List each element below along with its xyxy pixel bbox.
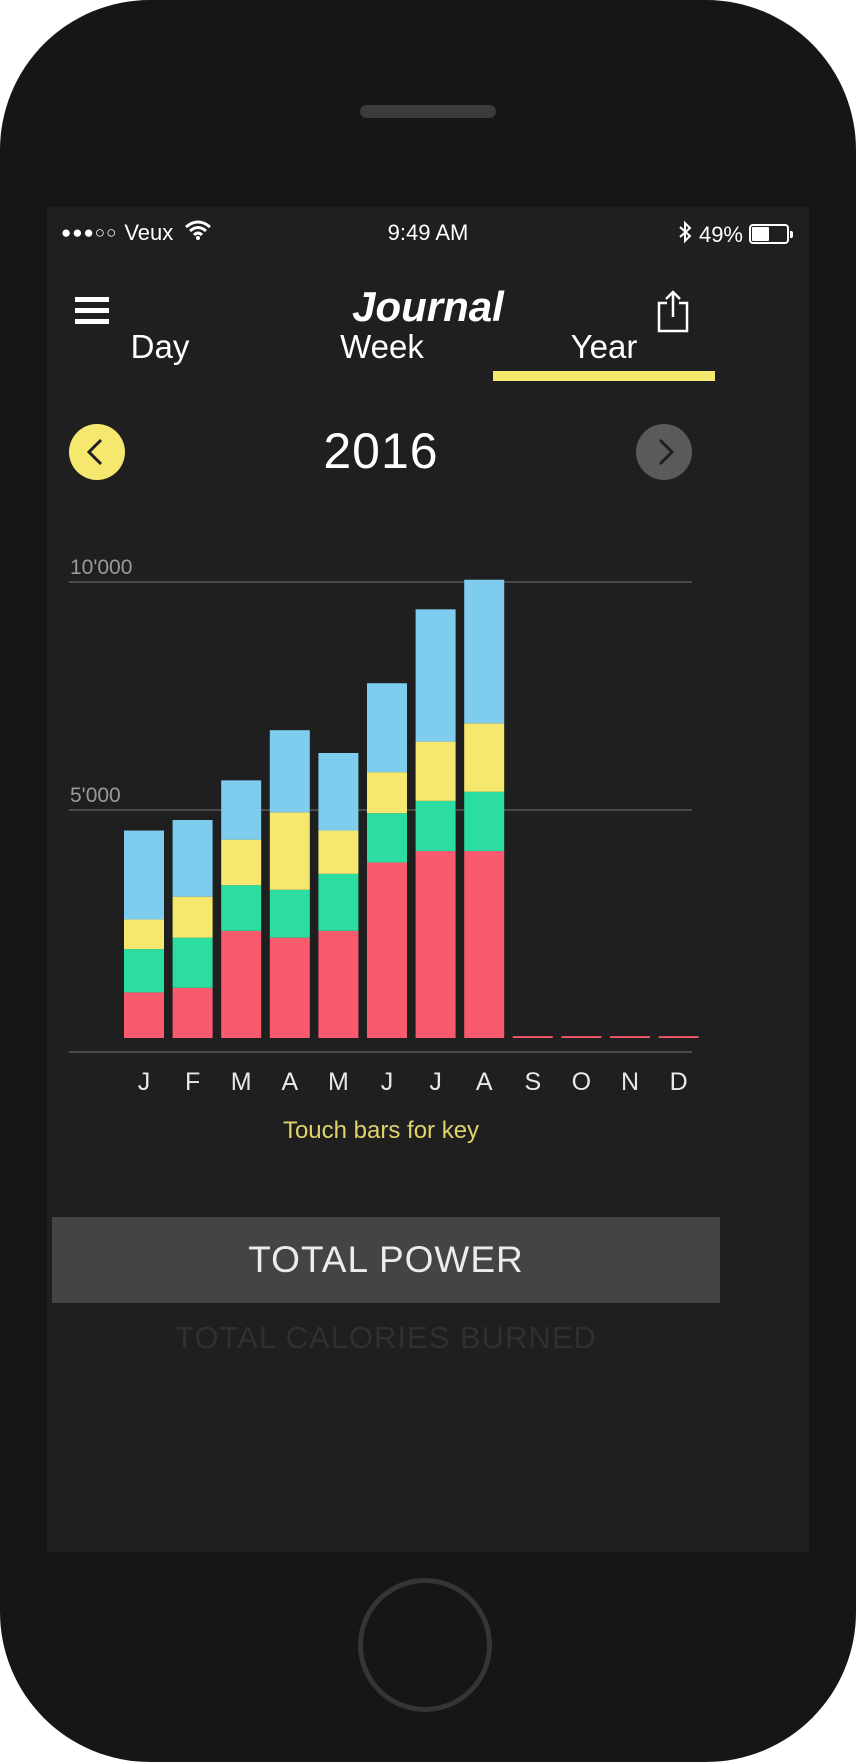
next-year-button[interactable] (636, 424, 692, 480)
bar-segment[interactable] (367, 772, 407, 814)
chevron-right-icon (658, 438, 675, 466)
bar-segment[interactable] (512, 1036, 553, 1038)
carrier-name: Veux (124, 220, 174, 245)
bar-segment[interactable] (464, 791, 505, 852)
screen: ●●●○○ Veux 9:49 AM (47, 207, 809, 1552)
page-title: Journal (352, 283, 504, 330)
battery-percent: 49% (698, 222, 743, 247)
total-calories-button[interactable]: TOTAL CALORIES BURNED (175, 1320, 597, 1355)
bar-segment[interactable] (318, 930, 359, 1038)
bar-segment[interactable] (221, 839, 262, 886)
month-label: M (328, 1068, 349, 1096)
bar-segment[interactable] (269, 937, 310, 1038)
bar-segment[interactable] (610, 1036, 650, 1038)
selected-tab-indicator (493, 371, 715, 381)
month-label: A (281, 1068, 298, 1096)
bar-segment[interactable] (124, 919, 164, 950)
nav-bar: Journal (47, 267, 809, 347)
month-label: D (670, 1068, 688, 1096)
bar-segment[interactable] (415, 800, 456, 852)
bar-segment[interactable] (269, 730, 310, 813)
month-label: S (524, 1068, 541, 1096)
bar-segment[interactable] (172, 987, 213, 1038)
bar-segment[interactable] (318, 830, 359, 874)
year-label: 2016 (323, 423, 439, 479)
hamburger-menu-icon[interactable] (75, 297, 109, 325)
period-tabs: Day Week Year (47, 322, 809, 392)
month-label: F (185, 1068, 200, 1096)
bar-segment[interactable] (464, 723, 505, 792)
chevron-left-icon (86, 438, 103, 466)
status-bar: ●●●○○ Veux 9:49 AM (47, 207, 809, 257)
bar-segment[interactable] (172, 896, 213, 938)
share-icon[interactable] (655, 289, 691, 333)
bar-segment[interactable] (464, 851, 505, 1038)
status-right: 49% (678, 220, 795, 250)
bar-segment[interactable] (124, 949, 164, 993)
tab-year[interactable]: Year (570, 328, 638, 365)
bar-segment[interactable] (172, 937, 213, 988)
bar-segment[interactable] (221, 930, 262, 1038)
yearly-bar-chart[interactable]: 5'000 10'000 J F M A M J J A S O N D (47, 207, 809, 1107)
bar-segment[interactable] (318, 753, 359, 831)
bar-segment[interactable] (561, 1036, 602, 1038)
bar-segment[interactable] (269, 812, 310, 890)
bar-segment[interactable] (464, 579, 505, 724)
y-tick-label: 5'000 (70, 784, 121, 807)
month-label: M (231, 1068, 252, 1096)
bar-segment[interactable] (172, 820, 213, 897)
home-button[interactable] (358, 1578, 492, 1712)
bar-segment[interactable] (124, 830, 164, 920)
bar-segment[interactable] (221, 885, 262, 931)
wifi-icon (185, 220, 212, 246)
status-left: ●●●○○ Veux (61, 220, 212, 246)
signal-strength-icon: ●●●○○ (61, 223, 118, 242)
month-label: J (429, 1068, 442, 1096)
bar-segment[interactable] (415, 851, 456, 1038)
bar-segment[interactable] (367, 862, 407, 1038)
bluetooth-icon (678, 220, 692, 250)
battery-icon (749, 224, 795, 246)
chart-hint: Touch bars for key (282, 1117, 480, 1144)
tab-week[interactable]: Week (340, 328, 424, 365)
total-power-button[interactable]: TOTAL POWER (52, 1217, 720, 1303)
bar-segment[interactable] (318, 873, 359, 931)
bar-segment[interactable] (269, 889, 310, 938)
status-time: 9:49 AM (387, 220, 469, 245)
y-tick-label: 10'000 (70, 556, 132, 579)
previous-year-button[interactable] (69, 424, 125, 480)
bar-segment[interactable] (367, 683, 407, 773)
bar-segment[interactable] (367, 813, 407, 863)
month-label: J (381, 1068, 394, 1096)
bar-segment[interactable] (415, 609, 456, 742)
month-label: N (621, 1068, 639, 1096)
tab-day[interactable]: Day (130, 328, 190, 365)
bar-segment[interactable] (221, 780, 262, 840)
bar-segment[interactable] (124, 992, 164, 1038)
speaker-grille (360, 105, 496, 118)
month-label: A (476, 1068, 493, 1096)
bar-segment[interactable] (658, 1036, 699, 1038)
bar-segment[interactable] (415, 741, 456, 801)
month-label: J (138, 1068, 151, 1096)
month-label: O (572, 1068, 591, 1096)
